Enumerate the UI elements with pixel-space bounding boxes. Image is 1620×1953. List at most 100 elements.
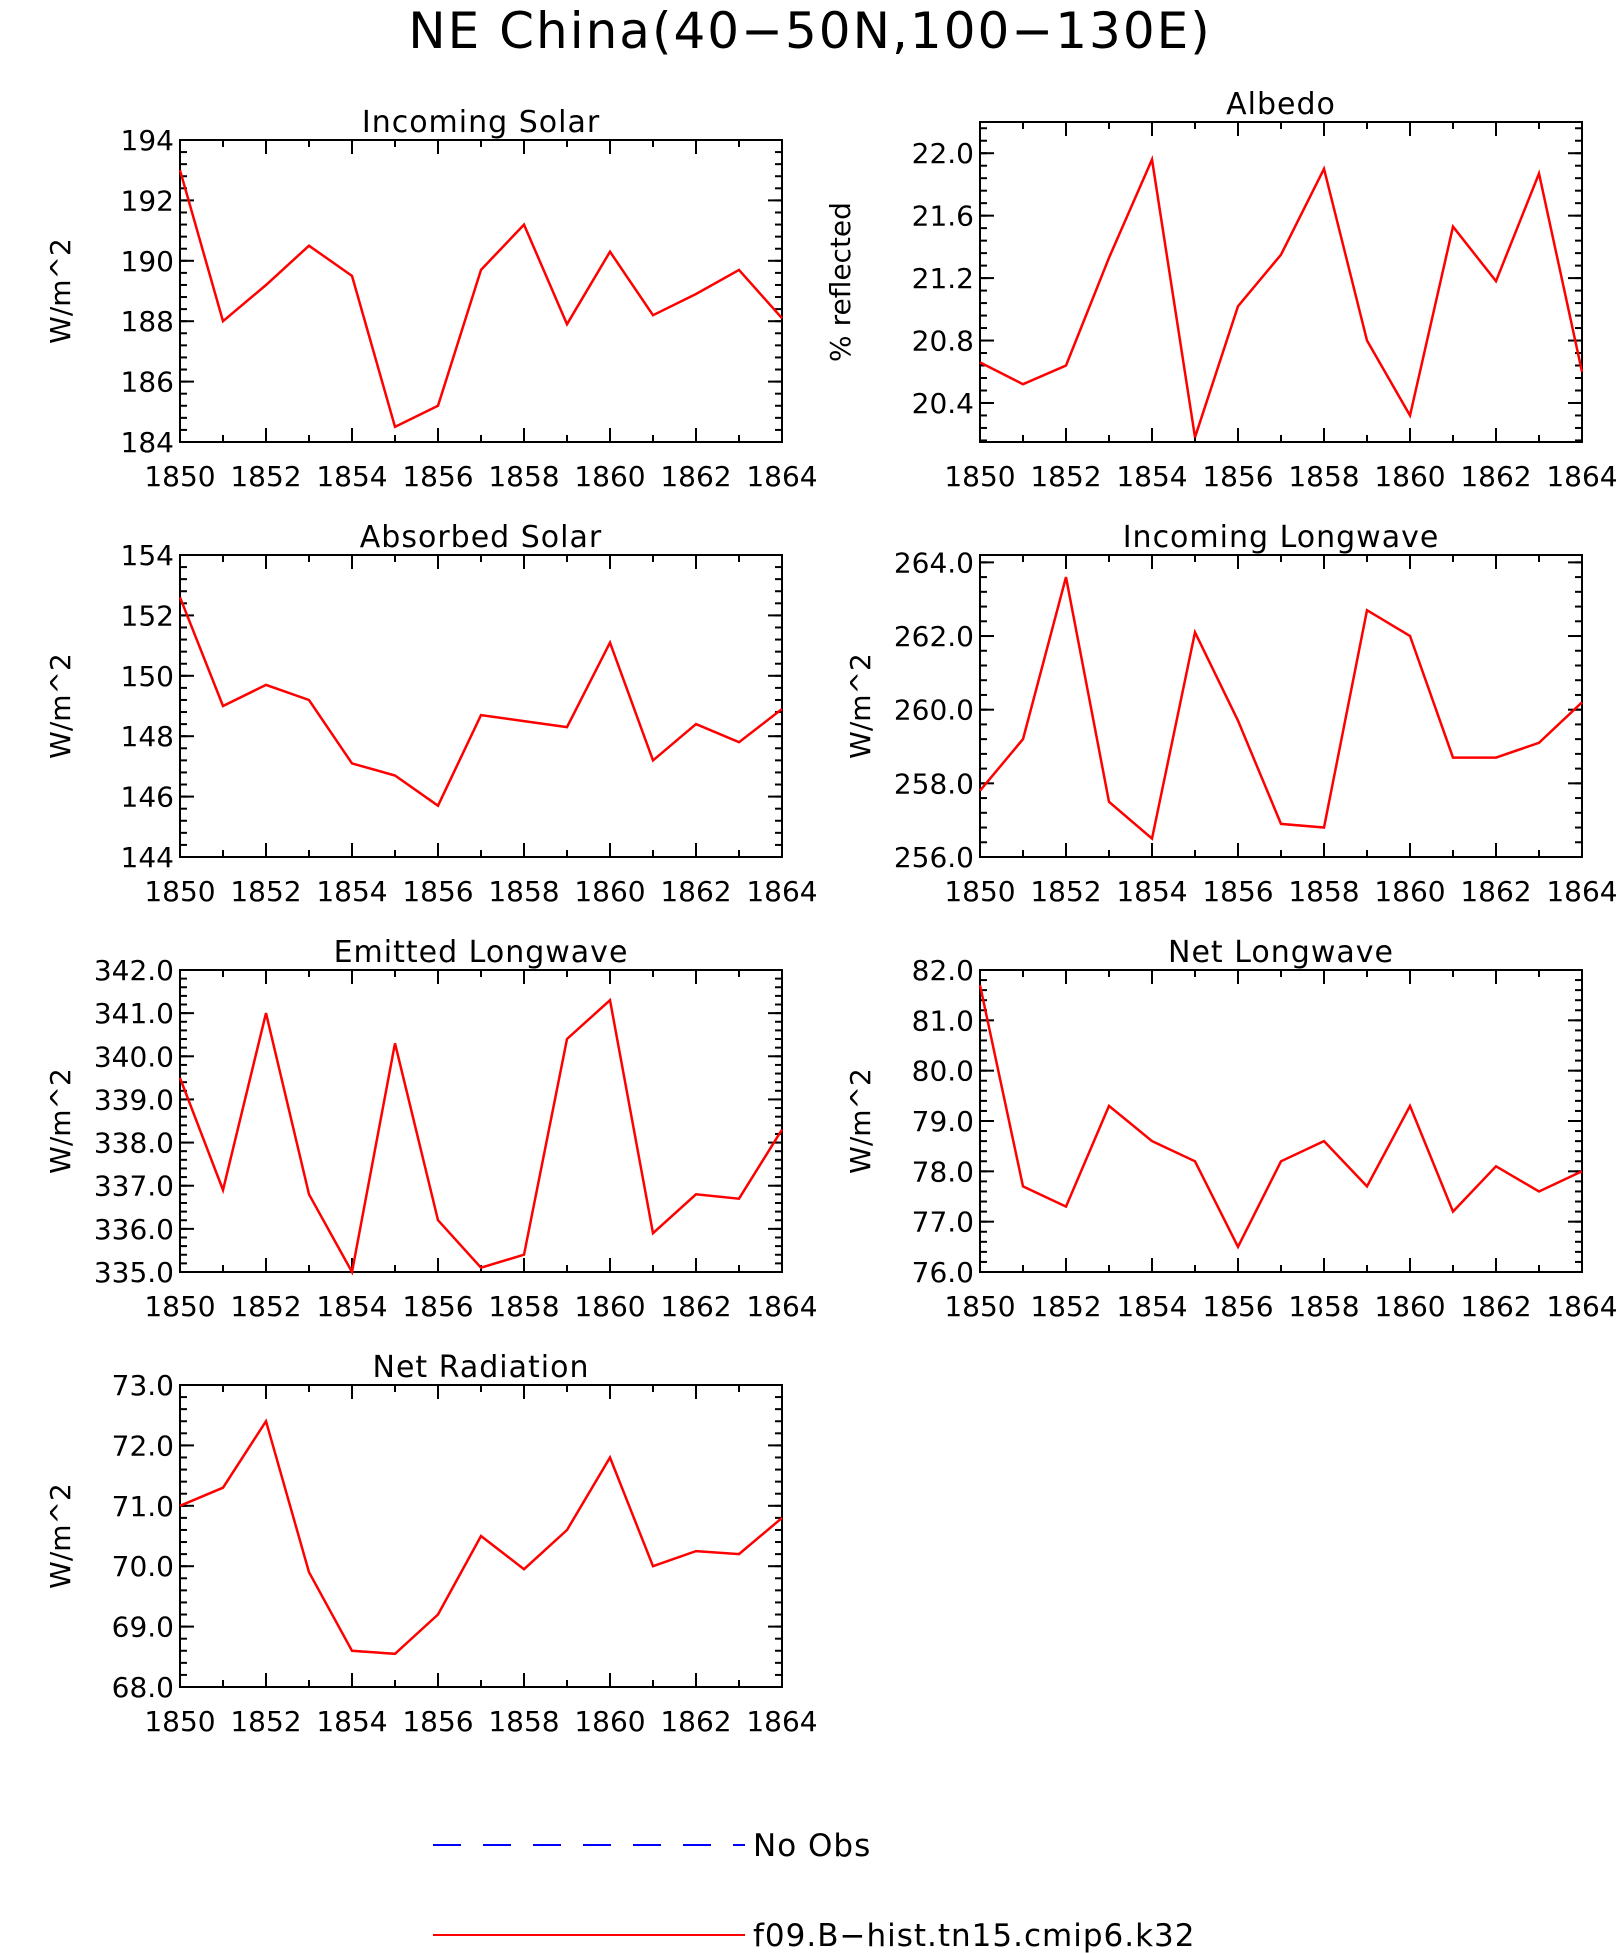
y-tick-label: 264.0 — [894, 546, 974, 579]
y-tick-label: 20.4 — [912, 387, 974, 420]
y-tick-label: 68.0 — [112, 1671, 174, 1704]
series-line-model — [978, 984, 1583, 1250]
panel-absorbed-solar: Absorbed Solar 1850 1852 1854 1856 1858 1860 18… — [44, 520, 818, 908]
y-tick-label: 22.0 — [912, 137, 974, 170]
y-tick-label: 188 — [121, 305, 174, 338]
y-tick-label: 150 — [121, 660, 174, 693]
y-tick-label: 154 — [121, 539, 174, 572]
x-tick-label: 1850 — [144, 1705, 215, 1738]
legend: No Obs f09.B−hist.tn15.cmip6.k32 — [433, 1828, 1196, 1953]
x-tick-label: 1854 — [1116, 875, 1187, 908]
x-tick-label: 1864 — [746, 1705, 817, 1738]
y-tick-label: 71.0 — [112, 1490, 174, 1523]
x-tick-label: 1864 — [1546, 875, 1617, 908]
x-tick-label: 1858 — [488, 460, 559, 493]
series-line-model — [178, 169, 783, 429]
panel-title: Absorbed Solar — [360, 520, 602, 555]
panel-albedo: Albedo 1850 1852 1854 1856 1858 1860 1862 1864 20… — [824, 87, 1618, 493]
x-tick-label: 1858 — [1288, 1290, 1359, 1323]
y-tick-label: 73.0 — [112, 1369, 174, 1402]
plot-frame — [179, 969, 783, 1273]
legend-label-model: f09.B−hist.tn15.cmip6.k32 — [753, 1918, 1196, 1953]
x-tick-label: 1852 — [1030, 1290, 1101, 1323]
x-tick-label: 1856 — [1202, 875, 1273, 908]
y-tick-label: 20.8 — [912, 325, 974, 358]
panel-title: Incoming Solar — [362, 105, 600, 140]
x-tick-label: 1852 — [230, 1705, 301, 1738]
x-tick-label: 1850 — [944, 1290, 1015, 1323]
y-tick-label: 342.0 — [94, 954, 174, 987]
y-tick-label: 260.0 — [894, 694, 974, 727]
y-tick-label: 78.0 — [912, 1155, 974, 1188]
x-tick-label: 1860 — [1374, 460, 1445, 493]
y-tick-label: 146 — [121, 781, 174, 814]
x-tick-label: 1858 — [488, 1705, 559, 1738]
x-tick-label: 1850 — [144, 1290, 215, 1323]
panel-title: Albedo — [1226, 87, 1336, 122]
y-tick-label: 184 — [121, 426, 174, 459]
series-line-model — [179, 1418, 783, 1656]
y-axis-label: W/m^2 — [844, 1068, 877, 1174]
x-tick-label: 1852 — [230, 1290, 301, 1323]
panel-emitted-longwave: Emitted Longwave 1850 1852 1854 1856 1858 1860… — [44, 935, 818, 1323]
x-tick-label: 1860 — [574, 1290, 645, 1323]
y-axis-label: W/m^2 — [844, 653, 877, 759]
panel-title: Net Radiation — [373, 1350, 590, 1385]
legend-label-no-obs: No Obs — [753, 1828, 871, 1864]
panel-title: Net Longwave — [1168, 935, 1394, 970]
y-tick-label: 77.0 — [912, 1206, 974, 1239]
panel-title: Incoming Longwave — [1123, 520, 1440, 555]
y-tick-label: 190 — [121, 245, 174, 278]
x-tick-label: 1852 — [1030, 460, 1101, 493]
y-tick-label: 336.0 — [94, 1213, 174, 1246]
x-tick-label: 1854 — [316, 875, 387, 908]
y-tick-label: 341.0 — [94, 997, 174, 1030]
x-tick-label: 1862 — [660, 1705, 731, 1738]
x-tick-label: 1850 — [144, 875, 215, 908]
x-tick-label: 1860 — [574, 875, 645, 908]
y-tick-label: 82.0 — [912, 954, 974, 987]
y-tick-label: 80.0 — [912, 1055, 974, 1088]
series-line-model — [979, 576, 1583, 841]
plot-frame — [179, 139, 783, 443]
x-tick-label: 1854 — [316, 1705, 387, 1738]
y-tick-label: 21.2 — [912, 262, 974, 295]
x-tick-label: 1854 — [1116, 1290, 1187, 1323]
x-tick-label: 1854 — [1116, 460, 1187, 493]
y-axis-label: W/m^2 — [44, 1068, 77, 1174]
x-tick-label: 1850 — [944, 875, 1015, 908]
y-tick-label: 152 — [121, 599, 174, 632]
x-tick-label: 1854 — [316, 460, 387, 493]
panel-title: Emitted Longwave — [334, 935, 629, 970]
x-tick-label: 1862 — [660, 460, 731, 493]
y-axis-label: W/m^2 — [44, 238, 77, 344]
y-tick-label: 76.0 — [912, 1256, 974, 1289]
y-tick-label: 192 — [121, 184, 174, 217]
x-tick-label: 1860 — [574, 460, 645, 493]
y-tick-label: 69.0 — [112, 1611, 174, 1644]
y-axis-label: W/m^2 — [44, 1483, 77, 1589]
plot-frame — [179, 554, 783, 858]
x-tick-label: 1856 — [1202, 460, 1273, 493]
x-tick-label: 1860 — [574, 1705, 645, 1738]
y-tick-label: 79.0 — [912, 1105, 974, 1138]
y-tick-label: 186 — [121, 366, 174, 399]
y-tick-label: 258.0 — [894, 767, 974, 800]
x-tick-label: 1862 — [660, 875, 731, 908]
x-tick-label: 1862 — [1460, 875, 1531, 908]
y-tick-label: 70.0 — [112, 1550, 174, 1583]
x-tick-label: 1854 — [316, 1290, 387, 1323]
y-tick-label: 262.0 — [894, 620, 974, 653]
x-tick-label: 1850 — [944, 460, 1015, 493]
x-tick-label: 1856 — [1202, 1290, 1273, 1323]
x-tick-label: 1864 — [1546, 460, 1617, 493]
plot-frame — [979, 969, 1583, 1273]
x-tick-label: 1860 — [1374, 875, 1445, 908]
x-tick-label: 1856 — [402, 1705, 473, 1738]
y-tick-label: 81.0 — [912, 1004, 974, 1037]
x-tick-label: 1856 — [402, 875, 473, 908]
x-tick-label: 1862 — [1460, 460, 1531, 493]
y-tick-label: 72.0 — [112, 1429, 174, 1462]
y-tick-label: 21.6 — [912, 200, 974, 233]
